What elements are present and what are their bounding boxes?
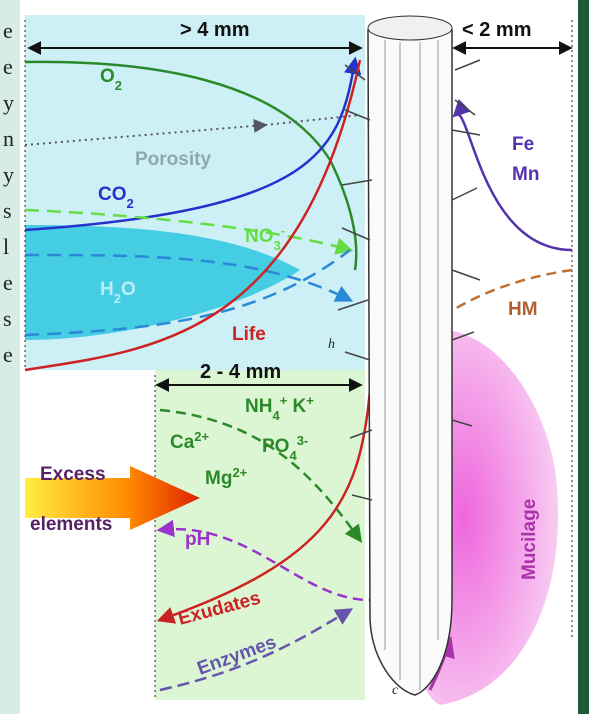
label: Life bbox=[232, 324, 266, 345]
label-part: K bbox=[287, 396, 306, 417]
label-part: 3- bbox=[297, 433, 309, 448]
label-part: 4 bbox=[289, 448, 297, 463]
label-part: H bbox=[100, 279, 114, 300]
root bbox=[337, 15, 481, 696]
excess-arrow bbox=[25, 466, 200, 530]
label-part: Porosity bbox=[135, 149, 211, 170]
label-part: Excess bbox=[40, 464, 106, 485]
side-letter: e bbox=[3, 54, 13, 79]
edge-strip bbox=[578, 0, 589, 714]
label: Mg2+ bbox=[205, 465, 248, 490]
water-flow bbox=[24, 249, 351, 337]
label-part: h bbox=[328, 337, 335, 352]
side-letter: l bbox=[3, 234, 9, 259]
label: NO3- bbox=[245, 223, 285, 253]
label: O2 bbox=[100, 66, 122, 93]
label: PO43- bbox=[262, 433, 308, 463]
nutrient-flow bbox=[159, 408, 363, 543]
label: Ca2+ bbox=[170, 429, 210, 454]
label-part: Mucilage bbox=[519, 499, 540, 580]
label-part: NO bbox=[245, 226, 274, 247]
side-letter: e bbox=[3, 270, 13, 295]
porosity-flow bbox=[264, 114, 361, 126]
side-letter: y bbox=[3, 90, 14, 115]
label-part: CO bbox=[98, 184, 127, 205]
side-letter: s bbox=[3, 306, 12, 331]
label: pH bbox=[185, 529, 210, 550]
label-part: O bbox=[121, 279, 136, 300]
label-part: Ca bbox=[170, 432, 195, 453]
co2-flow bbox=[24, 56, 362, 232]
label-part: HM bbox=[508, 299, 538, 320]
dimension-label: > 4 mm bbox=[180, 19, 249, 41]
porosity-flow bbox=[24, 118, 268, 146]
dimension-label: < 2 mm bbox=[462, 19, 531, 41]
label: h bbox=[328, 337, 335, 352]
exudate-flow bbox=[156, 389, 372, 624]
side-letter: s bbox=[3, 198, 12, 223]
label: CO2 bbox=[98, 184, 134, 211]
label-part: 2+ bbox=[232, 465, 247, 480]
label-part: + bbox=[306, 393, 314, 408]
no3-flow bbox=[24, 208, 354, 255]
label-part: 2 bbox=[127, 196, 134, 211]
label-part: NH bbox=[245, 396, 272, 417]
label: c bbox=[392, 683, 399, 698]
ph-flow bbox=[156, 519, 371, 602]
label-part: 2 bbox=[115, 78, 122, 93]
label: Mn bbox=[512, 164, 539, 185]
label: NH4+ K+ bbox=[245, 393, 314, 423]
life-flow bbox=[24, 59, 362, 372]
enzyme-flow bbox=[159, 608, 354, 692]
water-flow bbox=[24, 253, 354, 302]
water-band bbox=[25, 225, 300, 340]
side-strip bbox=[0, 0, 20, 714]
label-part: Life bbox=[232, 324, 266, 345]
label-part: Fe bbox=[512, 134, 534, 155]
label-part: 4 bbox=[272, 408, 280, 423]
label: Porosity bbox=[135, 149, 211, 170]
label-part: 2+ bbox=[194, 429, 209, 444]
label-part: Mn bbox=[512, 164, 539, 185]
label: Mucilage bbox=[519, 499, 540, 580]
side-letter: y bbox=[3, 162, 14, 187]
label-part: elements bbox=[30, 514, 112, 535]
label: Fe bbox=[512, 134, 534, 155]
side-letter: e bbox=[3, 342, 13, 367]
side-letter: e bbox=[3, 18, 13, 43]
label-part: PO bbox=[262, 436, 289, 457]
label: H2O bbox=[100, 279, 136, 306]
zone-middle bbox=[155, 370, 365, 700]
label-part: c bbox=[392, 683, 399, 698]
label-part: - bbox=[281, 223, 285, 238]
side-letter: n bbox=[3, 126, 14, 151]
label: HM bbox=[508, 299, 538, 320]
label-part: 2 bbox=[114, 291, 121, 306]
label: elements bbox=[30, 514, 112, 535]
dimension-label: 2 - 4 mm bbox=[200, 361, 281, 383]
label-part: pH bbox=[185, 529, 210, 550]
label-part: + bbox=[280, 393, 288, 408]
label-part: 3 bbox=[274, 238, 281, 253]
label-part: Mg bbox=[205, 468, 232, 489]
label-part: O bbox=[100, 66, 115, 87]
o2-flow bbox=[24, 60, 358, 271]
label: Excess bbox=[40, 464, 106, 485]
fe-mn-flow bbox=[452, 98, 573, 252]
